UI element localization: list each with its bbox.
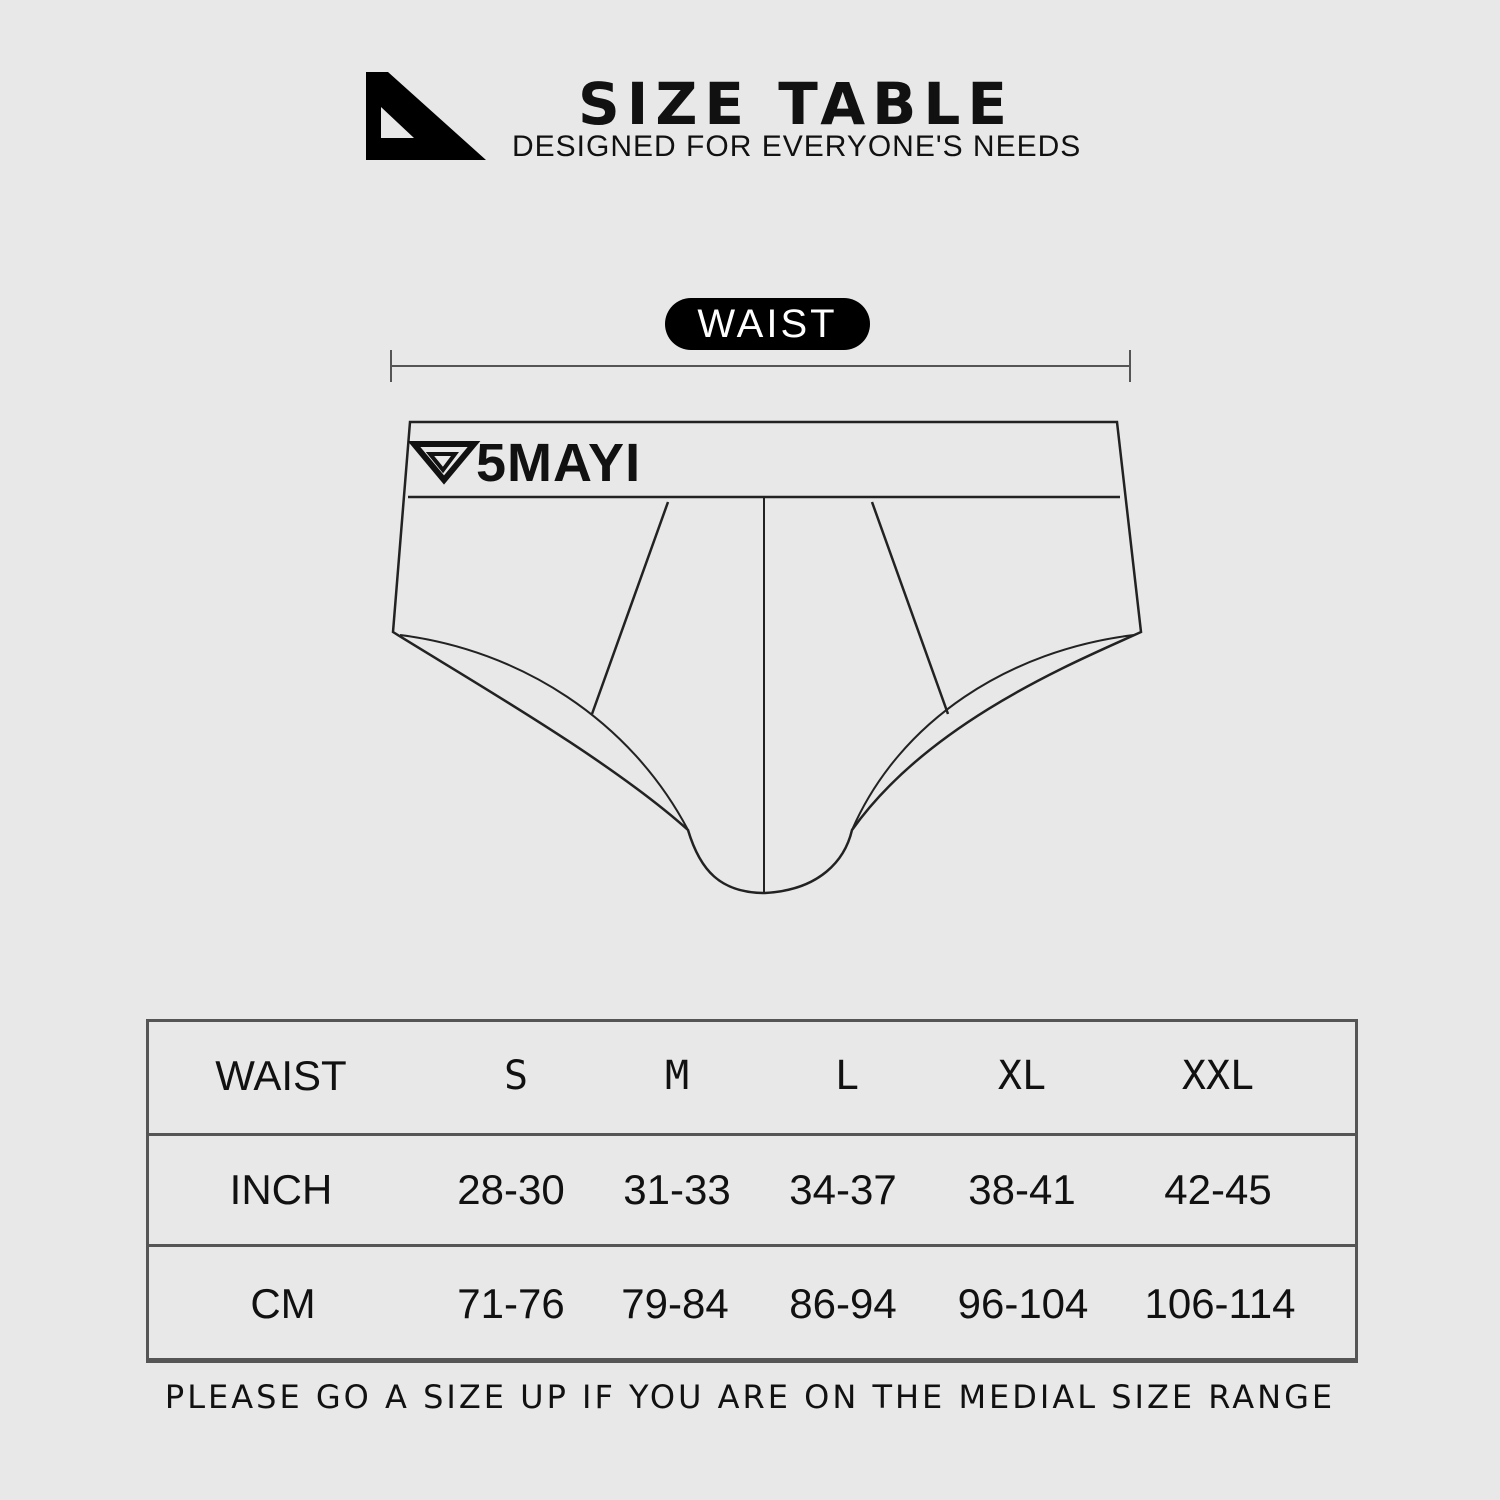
- table-cell: 38-41: [968, 1166, 1076, 1213]
- table-cell: 79-84: [621, 1280, 729, 1327]
- brand-logo: 5MAYI: [476, 433, 642, 493]
- header-cell: L: [834, 1053, 860, 1099]
- waist-label-text: WAIST: [697, 301, 838, 346]
- table-cell: 31-33: [623, 1166, 731, 1213]
- table-row: CM 71-76 79-84 86-94 96-104 106-114: [149, 1244, 1355, 1361]
- table-cell: 34-37: [789, 1166, 897, 1213]
- header-cell: XXL: [1181, 1053, 1255, 1099]
- triangle-logo-icon: [407, 441, 481, 485]
- size-note: PLEASE GO A SIZE UP IF YOU ARE ON THE ME…: [164, 1378, 1336, 1416]
- table-header-row: WAIST S M L XL XXL: [149, 1022, 1355, 1130]
- header-cell: XL: [997, 1053, 1047, 1099]
- table-cell: 106-114: [1144, 1280, 1296, 1327]
- page-title: SIZE TABLE: [578, 70, 1014, 138]
- set-square-triangle-icon: [366, 72, 486, 160]
- table-cell: 28-30: [457, 1166, 565, 1213]
- brief-outline: [391, 420, 1143, 895]
- table-row: INCH 28-30 31-33 34-37 38-41 42-45: [149, 1133, 1355, 1244]
- row-label: CM: [250, 1280, 316, 1327]
- table-cell: 86-94: [789, 1280, 897, 1327]
- table-cell: 42-45: [1164, 1166, 1272, 1213]
- waist-measure-label: WAIST: [665, 298, 870, 350]
- header-cell: S: [503, 1053, 529, 1099]
- header-cell: M: [664, 1053, 690, 1099]
- waist-measure-line: [390, 350, 1131, 382]
- table-cell: 71-76: [457, 1280, 565, 1327]
- table-cell: 96-104: [957, 1280, 1089, 1327]
- size-table: WAIST S M L XL XXL INCH 28-30 31-33 34-3…: [146, 1019, 1358, 1363]
- header-cell: WAIST: [215, 1052, 347, 1099]
- page-subtitle: DESIGNED FOR EVERYONE'S NEEDS: [512, 130, 1082, 163]
- brief-diagram: [390, 350, 1143, 895]
- row-label: INCH: [229, 1166, 333, 1213]
